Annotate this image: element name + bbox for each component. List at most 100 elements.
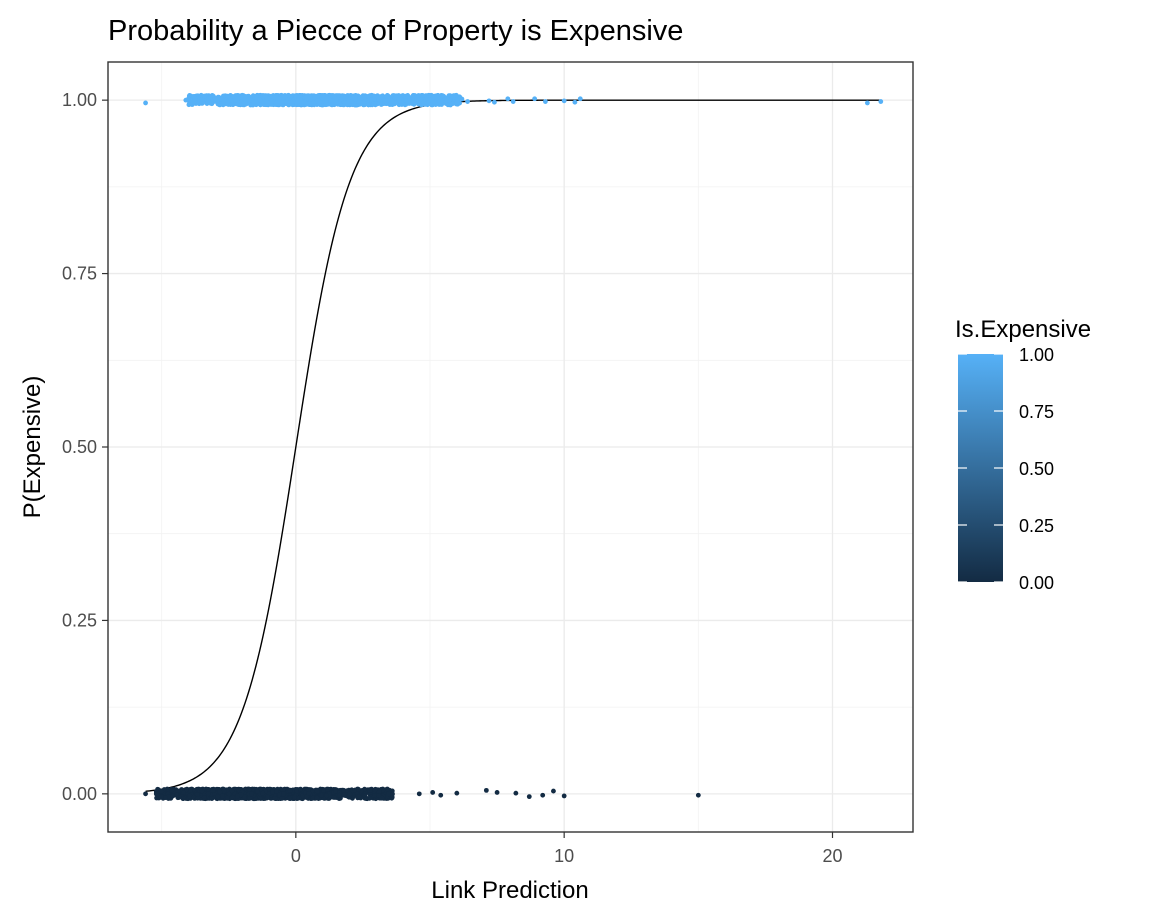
data-point — [423, 93, 429, 99]
x-tick-label: 20 — [822, 846, 842, 866]
data-point — [277, 99, 282, 104]
y-tick-label: 0.75 — [62, 264, 97, 284]
data-point — [415, 95, 421, 100]
data-point — [310, 795, 316, 801]
data-point — [430, 96, 435, 102]
data-point — [376, 793, 382, 798]
data-point — [298, 98, 304, 104]
data-point — [159, 789, 165, 794]
data-point — [366, 93, 371, 99]
data-point — [258, 102, 263, 108]
data-point — [331, 795, 337, 800]
data-point — [347, 791, 352, 797]
data-point — [367, 795, 372, 801]
data-point — [444, 95, 450, 101]
data-point — [376, 94, 381, 100]
data-point — [158, 794, 164, 800]
data-point — [420, 100, 426, 106]
data-point — [290, 98, 296, 104]
data-point — [225, 93, 231, 99]
data-point — [277, 792, 282, 798]
data-point — [366, 102, 371, 108]
data-point — [337, 102, 343, 108]
data-point — [307, 101, 313, 106]
data-point — [396, 97, 402, 103]
data-point — [246, 786, 252, 792]
data-point — [448, 102, 453, 108]
data-point — [526, 794, 532, 800]
x-axis-title: Link Prediction — [431, 877, 588, 904]
data-point — [329, 102, 335, 108]
data-point — [255, 789, 260, 794]
data-point — [341, 792, 347, 798]
data-point — [217, 789, 223, 795]
data-point — [367, 788, 373, 793]
data-point — [175, 788, 181, 794]
data-point — [210, 788, 216, 793]
data-point — [448, 94, 454, 99]
data-point — [323, 102, 329, 108]
series-1 — [143, 92, 884, 108]
y-tick-label: 0.50 — [62, 437, 97, 457]
colorbar-label: 1.00 — [1019, 345, 1054, 365]
data-point — [362, 100, 367, 106]
data-point — [325, 96, 331, 101]
data-point — [209, 796, 215, 801]
data-point — [187, 793, 193, 799]
data-point — [336, 93, 341, 98]
x-axis: 0 10 20 — [291, 832, 843, 866]
data-point — [542, 99, 548, 104]
data-point — [274, 94, 279, 100]
y-axis-title: P(Expensive) — [19, 376, 46, 519]
data-point — [494, 790, 500, 795]
colorbar-label: 0.25 — [1019, 516, 1054, 536]
data-point — [505, 96, 511, 102]
data-point — [561, 98, 567, 104]
data-point — [356, 794, 362, 799]
data-point — [281, 791, 286, 797]
data-point — [163, 795, 168, 800]
y-tick-label: 0.25 — [62, 610, 97, 630]
data-point — [864, 100, 870, 106]
data-point — [260, 790, 266, 796]
colorbar-label: 0.75 — [1019, 402, 1054, 422]
data-point — [390, 100, 395, 106]
data-point — [221, 98, 227, 104]
data-point — [425, 100, 431, 106]
data-point — [191, 94, 197, 99]
data-point — [258, 787, 264, 793]
data-point — [287, 788, 293, 793]
data-point — [201, 795, 207, 801]
data-point — [181, 790, 187, 796]
data-point — [235, 793, 240, 799]
data-point — [483, 787, 489, 793]
data-point — [280, 787, 286, 792]
data-point — [220, 793, 226, 799]
data-point — [169, 788, 175, 793]
legend: Is.Expensive 0.00 0.25 0.50 0.75 1.00 — [955, 316, 1091, 593]
chart-title: Probability a Piecce of Property is Expe… — [108, 15, 683, 47]
data-point — [379, 795, 385, 801]
data-point — [361, 95, 367, 100]
data-point — [348, 93, 354, 98]
data-point — [208, 101, 214, 106]
data-point — [202, 93, 207, 99]
data-point — [540, 792, 546, 798]
data-point — [293, 93, 298, 99]
data-point — [292, 794, 297, 800]
data-point — [194, 792, 200, 797]
data-point — [420, 93, 425, 98]
data-point — [282, 93, 288, 99]
data-point — [217, 101, 222, 107]
data-point — [324, 793, 329, 799]
data-point — [346, 99, 352, 104]
data-point — [382, 98, 388, 104]
data-point — [257, 97, 263, 103]
data-point — [457, 100, 462, 106]
data-point — [333, 788, 338, 794]
data-point — [215, 794, 221, 800]
legend-title: Is.Expensive — [955, 316, 1091, 343]
data-point — [205, 791, 211, 797]
data-point — [369, 97, 375, 103]
data-point — [454, 790, 460, 796]
